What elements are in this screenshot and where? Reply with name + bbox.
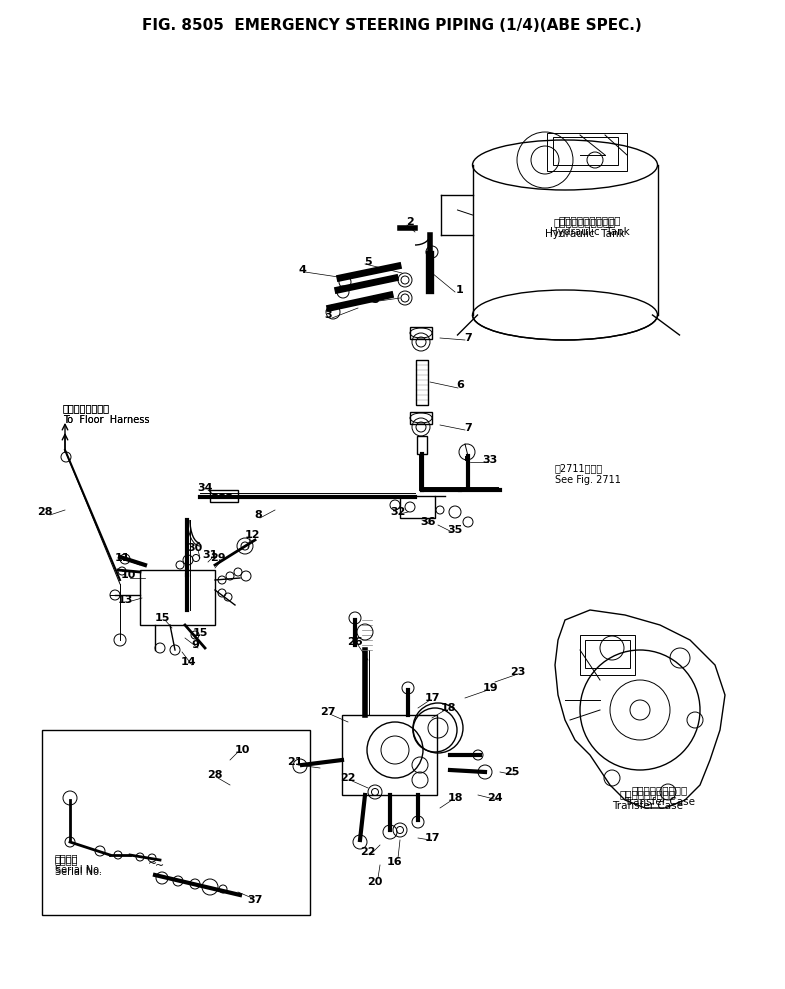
Text: 33: 33 <box>482 455 498 465</box>
Text: 5: 5 <box>371 295 379 305</box>
Text: 29: 29 <box>210 553 226 563</box>
Text: 17: 17 <box>424 693 440 703</box>
Text: 21: 21 <box>287 757 303 767</box>
Text: 10: 10 <box>120 570 136 580</box>
Text: 15: 15 <box>192 628 208 638</box>
Circle shape <box>220 494 225 498</box>
Text: Serial No.: Serial No. <box>55 867 102 877</box>
Text: 15: 15 <box>155 613 170 623</box>
Text: 37: 37 <box>247 895 263 905</box>
Circle shape <box>213 494 217 498</box>
Circle shape <box>227 494 232 498</box>
Text: 27: 27 <box>320 707 336 717</box>
Text: 32: 32 <box>390 507 406 517</box>
Text: ハイドロリックタンク: ハイドロリックタンク <box>553 217 616 227</box>
Text: 10: 10 <box>234 745 250 755</box>
Text: See Fig. 2711: See Fig. 2711 <box>555 475 621 485</box>
Text: 19: 19 <box>482 683 498 693</box>
Text: 16: 16 <box>387 857 403 867</box>
Bar <box>417 436 427 454</box>
Text: 適用号機: 適用号機 <box>55 853 78 863</box>
Bar <box>416 360 428 405</box>
Bar <box>410 327 432 339</box>
Bar <box>140 570 215 625</box>
Text: 30: 30 <box>188 543 203 553</box>
Text: Hydraulic  Tank: Hydraulic Tank <box>545 229 625 239</box>
Text: Transfer Case: Transfer Case <box>612 801 684 811</box>
Bar <box>400 496 435 518</box>
Bar <box>553 137 618 165</box>
Text: 18: 18 <box>447 793 462 803</box>
Text: 13: 13 <box>117 595 133 605</box>
Bar <box>42 730 310 915</box>
Text: 1: 1 <box>456 285 464 295</box>
Text: 12: 12 <box>244 530 260 540</box>
Text: FIG. 8505  EMERGENCY STEERING PIPING (1/4)(ABE SPEC.): FIG. 8505 EMERGENCY STEERING PIPING (1/4… <box>142 18 642 33</box>
Text: ~: ~ <box>148 859 157 869</box>
Text: 34: 34 <box>197 483 213 493</box>
Text: 23: 23 <box>510 667 526 677</box>
Text: 22: 22 <box>340 773 356 783</box>
Text: 24: 24 <box>487 793 503 803</box>
Text: トランスファケース: トランスファケース <box>620 789 676 799</box>
Text: 2: 2 <box>406 217 414 227</box>
Text: ハイドロリックタンク: ハイドロリックタンク <box>559 215 621 225</box>
Text: 28: 28 <box>37 507 53 517</box>
Text: 28: 28 <box>207 770 223 780</box>
Text: 適用号機: 適用号機 <box>55 855 78 865</box>
Text: 18: 18 <box>440 703 456 713</box>
Bar <box>585 640 630 668</box>
Text: トランスファケース: トランスファケース <box>632 785 688 795</box>
Text: 20: 20 <box>367 877 383 887</box>
Text: Transfer Case: Transfer Case <box>625 797 696 807</box>
Bar <box>547 133 627 171</box>
Text: 7: 7 <box>464 333 472 343</box>
Bar <box>342 715 437 795</box>
Text: 4: 4 <box>298 265 306 275</box>
Text: 31: 31 <box>203 550 217 560</box>
Text: 5: 5 <box>364 257 372 267</box>
Text: Serial No.: Serial No. <box>55 865 102 875</box>
Bar <box>580 635 635 675</box>
Bar <box>410 412 432 424</box>
Text: Hydraulic  Tank: Hydraulic Tank <box>550 227 630 237</box>
Text: フロアハーネスへ: フロアハーネスへ <box>63 403 110 413</box>
Text: 3: 3 <box>324 310 332 320</box>
Text: 36: 36 <box>420 517 436 527</box>
Bar <box>210 490 238 502</box>
Text: 9: 9 <box>191 640 199 650</box>
Text: 第2711図参照: 第2711図参照 <box>555 463 603 473</box>
Text: To  Floor  Harness: To Floor Harness <box>63 415 149 425</box>
Text: ~: ~ <box>155 861 164 871</box>
Text: 17: 17 <box>424 833 440 843</box>
Text: 22: 22 <box>360 847 376 857</box>
Text: 14: 14 <box>181 657 195 667</box>
Text: To  Floor  Harness: To Floor Harness <box>63 415 149 425</box>
Text: 26: 26 <box>347 637 363 647</box>
Text: 6: 6 <box>456 380 464 390</box>
Text: 7: 7 <box>464 423 472 433</box>
Text: 11: 11 <box>115 553 130 563</box>
Text: 8: 8 <box>254 510 262 520</box>
Text: 35: 35 <box>447 525 462 535</box>
Text: 25: 25 <box>504 767 520 777</box>
Text: フロアハーネスへ: フロアハーネスへ <box>63 403 110 413</box>
